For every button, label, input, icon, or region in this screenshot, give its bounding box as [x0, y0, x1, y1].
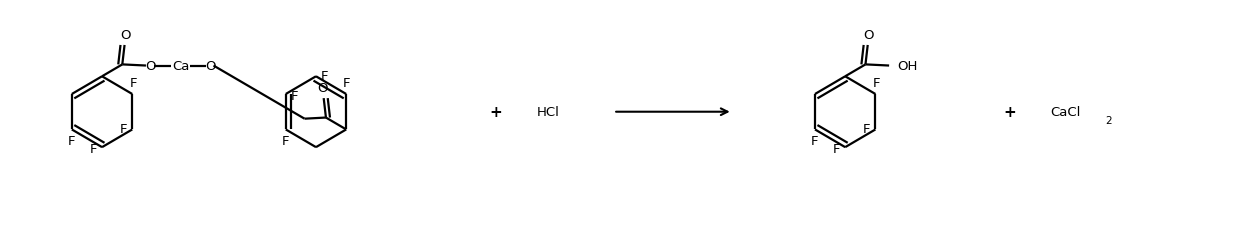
Text: F: F	[873, 77, 880, 90]
Text: F: F	[68, 135, 76, 148]
Text: O: O	[145, 60, 156, 73]
Text: F: F	[321, 69, 329, 82]
Text: CaCl: CaCl	[1050, 106, 1080, 119]
Text: F: F	[130, 77, 138, 90]
Text: O: O	[206, 60, 216, 73]
Text: 2: 2	[1105, 115, 1112, 125]
Text: F: F	[863, 122, 870, 135]
Text: Ca: Ca	[172, 60, 190, 73]
Text: +: +	[1003, 105, 1016, 120]
Text: O: O	[317, 82, 327, 95]
Text: F: F	[811, 135, 818, 148]
Text: F: F	[290, 89, 298, 102]
Text: F: F	[120, 122, 128, 135]
Text: F: F	[89, 142, 97, 155]
Text: HCl: HCl	[537, 106, 559, 119]
Text: O: O	[120, 29, 131, 42]
Text: O: O	[863, 29, 874, 42]
Text: F: F	[342, 77, 350, 90]
Text: F: F	[833, 142, 841, 155]
Text: OH: OH	[897, 60, 918, 73]
Text: +: +	[490, 105, 502, 120]
Text: F: F	[281, 135, 289, 148]
